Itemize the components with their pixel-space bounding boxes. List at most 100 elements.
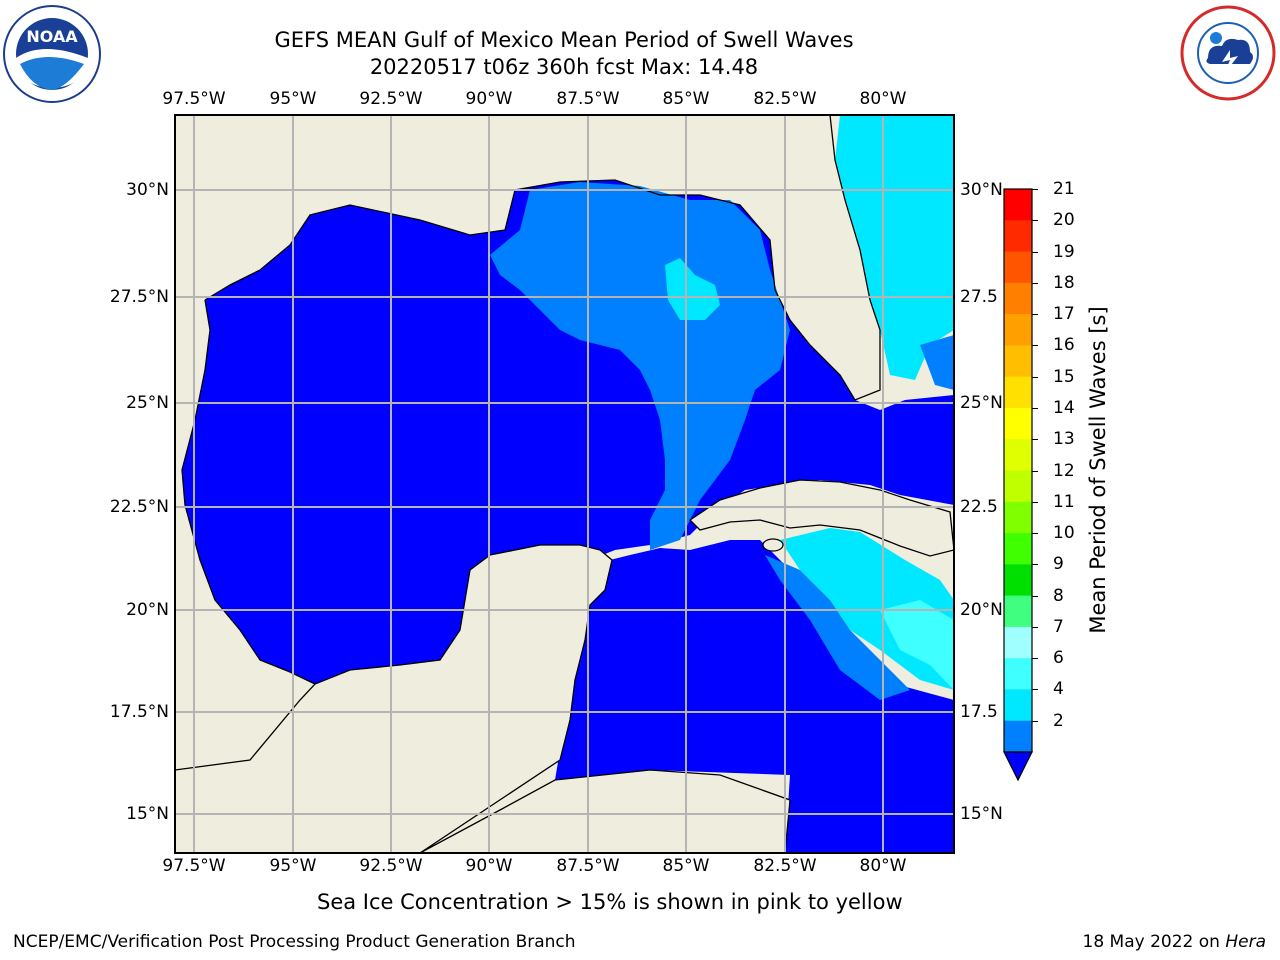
colorbar-tick-label: 2	[1053, 710, 1064, 731]
colorbar-tick-label: 20	[1053, 210, 1075, 231]
sea-ice-note: Sea Ice Concentration > 15% is shown in …	[317, 890, 903, 914]
lat-tick-left: 17.5°N	[109, 702, 169, 722]
lat-tick-right: 20°N	[960, 600, 1003, 620]
caribbean-blue-band	[765, 555, 910, 700]
lon-tick-bottom: 80°W	[859, 856, 907, 876]
colorbar-label: Mean Period of Swell Waves [s]	[1086, 306, 1110, 634]
lat-tick-right: 17.5	[960, 702, 998, 722]
lon-tick-top: 87.5°W	[556, 89, 620, 109]
colorbar-band	[1004, 689, 1032, 722]
colorbar-tick-mark	[1032, 501, 1038, 503]
footer-credit: NCEP/EMC/Verification Post Processing Pr…	[13, 932, 576, 952]
colorbar-tick-mark	[1032, 439, 1038, 441]
lon-tick-bottom: 92.5°W	[359, 856, 423, 876]
colorbar-tick-label: 8	[1053, 585, 1064, 606]
colorbar-tick-mark	[1032, 470, 1038, 472]
noaa-logo: NOAA	[2, 4, 102, 104]
lat-tick-left: 25°N	[126, 393, 169, 413]
lat-tick-left: 22.5°N	[109, 497, 169, 517]
colorbar-tick-label: 16	[1053, 335, 1075, 356]
cuba-landmass	[688, 479, 954, 557]
lat-tick-right: 25°N	[960, 393, 1003, 413]
lon-tick-top: 92.5°W	[359, 89, 423, 109]
colorbar-tick-label: 14	[1053, 397, 1075, 418]
colorbar-band	[1004, 314, 1032, 346]
lon-tick-top: 97.5°W	[162, 89, 226, 109]
lon-tick-bottom: 85°W	[662, 856, 710, 876]
lon-tick-bottom: 90°W	[465, 856, 513, 876]
central-america-landmass	[419, 769, 791, 853]
colorbar-tick-mark	[1032, 689, 1038, 691]
lat-tick-left: 15°N	[126, 804, 169, 824]
colorbar-band	[1004, 376, 1032, 409]
lat-tick-right: 27.5	[960, 287, 998, 307]
colorbar-tick-label: 17	[1053, 304, 1075, 325]
colorbar-tick-label: 7	[1053, 616, 1064, 637]
gulf-central-swell-band	[490, 182, 790, 550]
us-gulf-coastline	[204, 115, 881, 401]
colorbar-tick-mark	[1032, 626, 1038, 628]
colorbar-extend-arrow	[1003, 751, 1033, 782]
footer-date: 18 May 2022 on Hera	[1083, 932, 1267, 952]
lon-tick-top: 85°W	[662, 89, 710, 109]
colorbar-band	[1004, 501, 1032, 534]
lat-tick-left: 30°N	[126, 180, 169, 200]
colorbar-band	[1004, 564, 1032, 597]
lon-tick-top: 82.5°W	[753, 89, 817, 109]
colorbar-tick-mark	[1032, 564, 1038, 566]
lon-tick-bottom: 95°W	[269, 856, 317, 876]
colorbar-tick-label: 19	[1053, 241, 1075, 262]
colorbar-tick-mark	[1032, 314, 1038, 316]
lon-tick-top: 80°W	[859, 89, 907, 109]
colorbar-tick-label: 4	[1053, 679, 1064, 700]
colorbar-band	[1004, 470, 1032, 503]
colorbar-band	[1004, 220, 1032, 253]
colorbar-tick-mark	[1032, 376, 1038, 378]
colorbar-tick-mark	[1032, 282, 1038, 284]
colorbar-tick-mark	[1032, 407, 1038, 409]
colorbar-tick-label: 9	[1053, 554, 1064, 575]
colorbar-tick-label: 12	[1053, 460, 1075, 481]
colorbar-tick-mark	[1032, 189, 1038, 190]
colorbar-band	[1004, 658, 1032, 690]
atlantic-swell-field	[835, 115, 954, 380]
lat-tick-left: 20°N	[126, 600, 169, 620]
colorbar-tick-label: 6	[1053, 648, 1064, 669]
lon-tick-bottom: 82.5°W	[753, 856, 817, 876]
mexico-coastline	[181, 299, 316, 685]
caribbean-light-patch	[880, 600, 954, 690]
colorbar-tick-mark	[1032, 720, 1038, 722]
colorbar-tick-mark	[1032, 345, 1038, 347]
colorbar-tick-label: 10	[1053, 523, 1075, 544]
lon-tick-bottom: 87.5°W	[556, 856, 620, 876]
colorbar-band	[1004, 407, 1032, 440]
colorbar-band	[1004, 189, 1032, 221]
isla-juventud	[762, 538, 784, 552]
colorbar-band	[1004, 533, 1032, 565]
colorbar-tick-label: 13	[1053, 429, 1075, 450]
lon-tick-top: 95°W	[269, 89, 317, 109]
colorbar-tick-mark	[1032, 595, 1038, 597]
footer-machine: Hera	[1225, 932, 1266, 952]
lat-tick-right: 15°N	[960, 804, 1003, 824]
atlantic-blue-band	[920, 335, 954, 390]
footer-date-text: 18 May 2022 on	[1082, 932, 1226, 952]
colorbar	[1003, 188, 1033, 782]
map-frame	[174, 114, 955, 854]
colorbar-band	[1004, 626, 1032, 659]
colorbar-tick-mark	[1032, 658, 1038, 660]
colorbar-tick-mark	[1032, 251, 1038, 253]
colorbar-band	[1004, 439, 1032, 471]
colorbar-band	[1004, 282, 1032, 315]
lon-tick-top: 90°W	[465, 89, 513, 109]
colorbar-tick-mark	[1032, 220, 1038, 222]
colorbar-band	[1004, 251, 1032, 284]
colorbar-tick-label: 18	[1053, 272, 1075, 293]
colorbar-band	[1004, 345, 1032, 378]
colorbar-band	[1004, 720, 1032, 753]
graticule	[175, 115, 954, 853]
noaa-logo-text: NOAA	[26, 27, 78, 46]
colorbar-tick-label: 15	[1053, 366, 1075, 387]
colorbar-band	[1004, 595, 1032, 628]
